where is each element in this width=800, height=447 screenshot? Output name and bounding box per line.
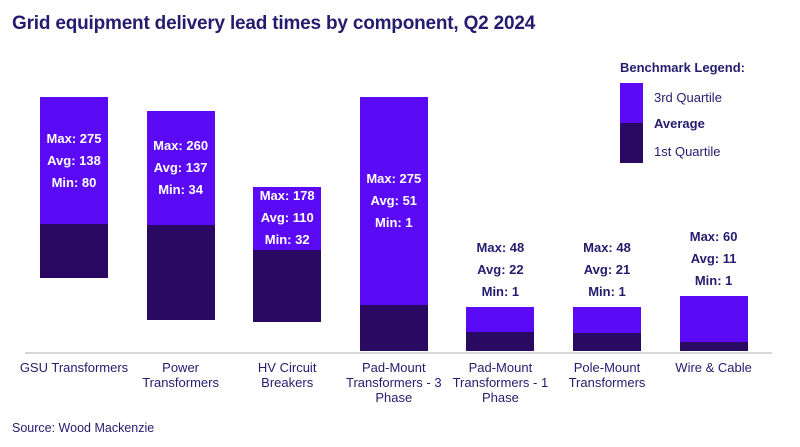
bar-segment-1st-quartile [573, 332, 641, 352]
bar-value-line: Max: 275 [46, 130, 102, 146]
source-note: Source: Wood Mackenzie [12, 421, 155, 435]
bar-value-line: Max: 178 [259, 188, 315, 204]
legend-item-3rd-quartile: 3rd Quartile [654, 90, 722, 105]
category-label: GSU Transformers [19, 360, 129, 375]
bar-segment-1st-quartile [146, 224, 215, 321]
legend-item-1st-quartile: 1st Quartile [654, 144, 721, 159]
legend-swatch [620, 83, 643, 163]
legend-swatch-1st-quartile [620, 123, 643, 163]
bar-value-labels: Max: 60 Avg: 11 Min: 1 [659, 226, 769, 292]
bar-value-labels: Max: 178 Avg: 110 Min: 32 [232, 185, 342, 251]
legend-swatch-3rd-quartile [620, 83, 643, 123]
bar-value-line: Min: 32 [264, 232, 310, 248]
bar-value-line: Avg: 110 [260, 210, 314, 226]
bar-value-line: Min: 1 [375, 214, 413, 230]
category-label: Pad-Mount Transformers - 1 Phase [452, 360, 549, 405]
bar-value-line: Max: 48 [583, 240, 631, 256]
bar-segment-1st-quartile [679, 341, 748, 352]
bar-value-line: Max: 275 [366, 170, 422, 186]
category-label: HV Circuit Breakers [257, 360, 317, 390]
bar-value-line: Avg: 21 [583, 262, 631, 278]
category-label: Pole-Mount Transformers [568, 360, 646, 390]
bar-value-labels: Max: 275 Avg: 138 Min: 80 [19, 128, 129, 194]
bar-value-labels: Max: 260 Avg: 137 Min: 34 [126, 135, 236, 201]
legend-title: Benchmark Legend: [620, 60, 745, 75]
bar-segment-3rd-quartile [146, 110, 215, 225]
bar-value-labels: Max: 48 Avg: 21 Min: 1 [552, 237, 662, 303]
bar-value-line: Min: 34 [158, 181, 203, 197]
chart-title: Grid equipment delivery lead times by co… [12, 13, 536, 34]
x-axis-line [25, 352, 772, 354]
bar-value-line: Avg: 137 [153, 159, 208, 175]
bar-value-line: Max: 60 [689, 229, 738, 245]
bar-segment-1st-quartile [40, 224, 108, 278]
bar-value-line: Min: 1 [588, 284, 626, 300]
bar-segment-3rd-quartile [466, 307, 535, 332]
bar-value-labels: Max: 275 Avg: 51 Min: 1 [339, 168, 449, 234]
bar-segment-1st-quartile [466, 331, 535, 352]
bar-segment-3rd-quartile [359, 97, 428, 305]
bar-value-line: Avg: 51 [370, 192, 418, 208]
legend-item-average: Average [654, 116, 705, 131]
category-label: Pad-Mount Transformers - 3 Phase [346, 360, 442, 405]
bar-value-line: Avg: 11 [690, 251, 737, 267]
bar-value-labels: Max: 48 Avg: 22 Min: 1 [445, 237, 555, 303]
bar-segment-1st-quartile [253, 250, 322, 323]
bar-value-line: Max: 260 [153, 137, 209, 153]
bar-segment-1st-quartile [359, 304, 428, 352]
category-label: Wire & Cable [675, 360, 752, 375]
bar-value-line: Min: 1 [694, 273, 733, 289]
bar-segment-3rd-quartile [573, 307, 641, 333]
bar-value-line: Min: 80 [51, 174, 97, 190]
category-label: Power Transformers [142, 360, 219, 390]
bar-segment-3rd-quartile [679, 296, 748, 342]
bar-segment-3rd-quartile [253, 186, 322, 250]
bar-value-line: Avg: 22 [477, 262, 524, 278]
bar-segment-3rd-quartile [40, 97, 108, 225]
bar-value-line: Max: 48 [476, 240, 525, 256]
bar-value-line: Min: 1 [481, 284, 520, 300]
bar-value-line: Avg: 138 [47, 152, 101, 168]
